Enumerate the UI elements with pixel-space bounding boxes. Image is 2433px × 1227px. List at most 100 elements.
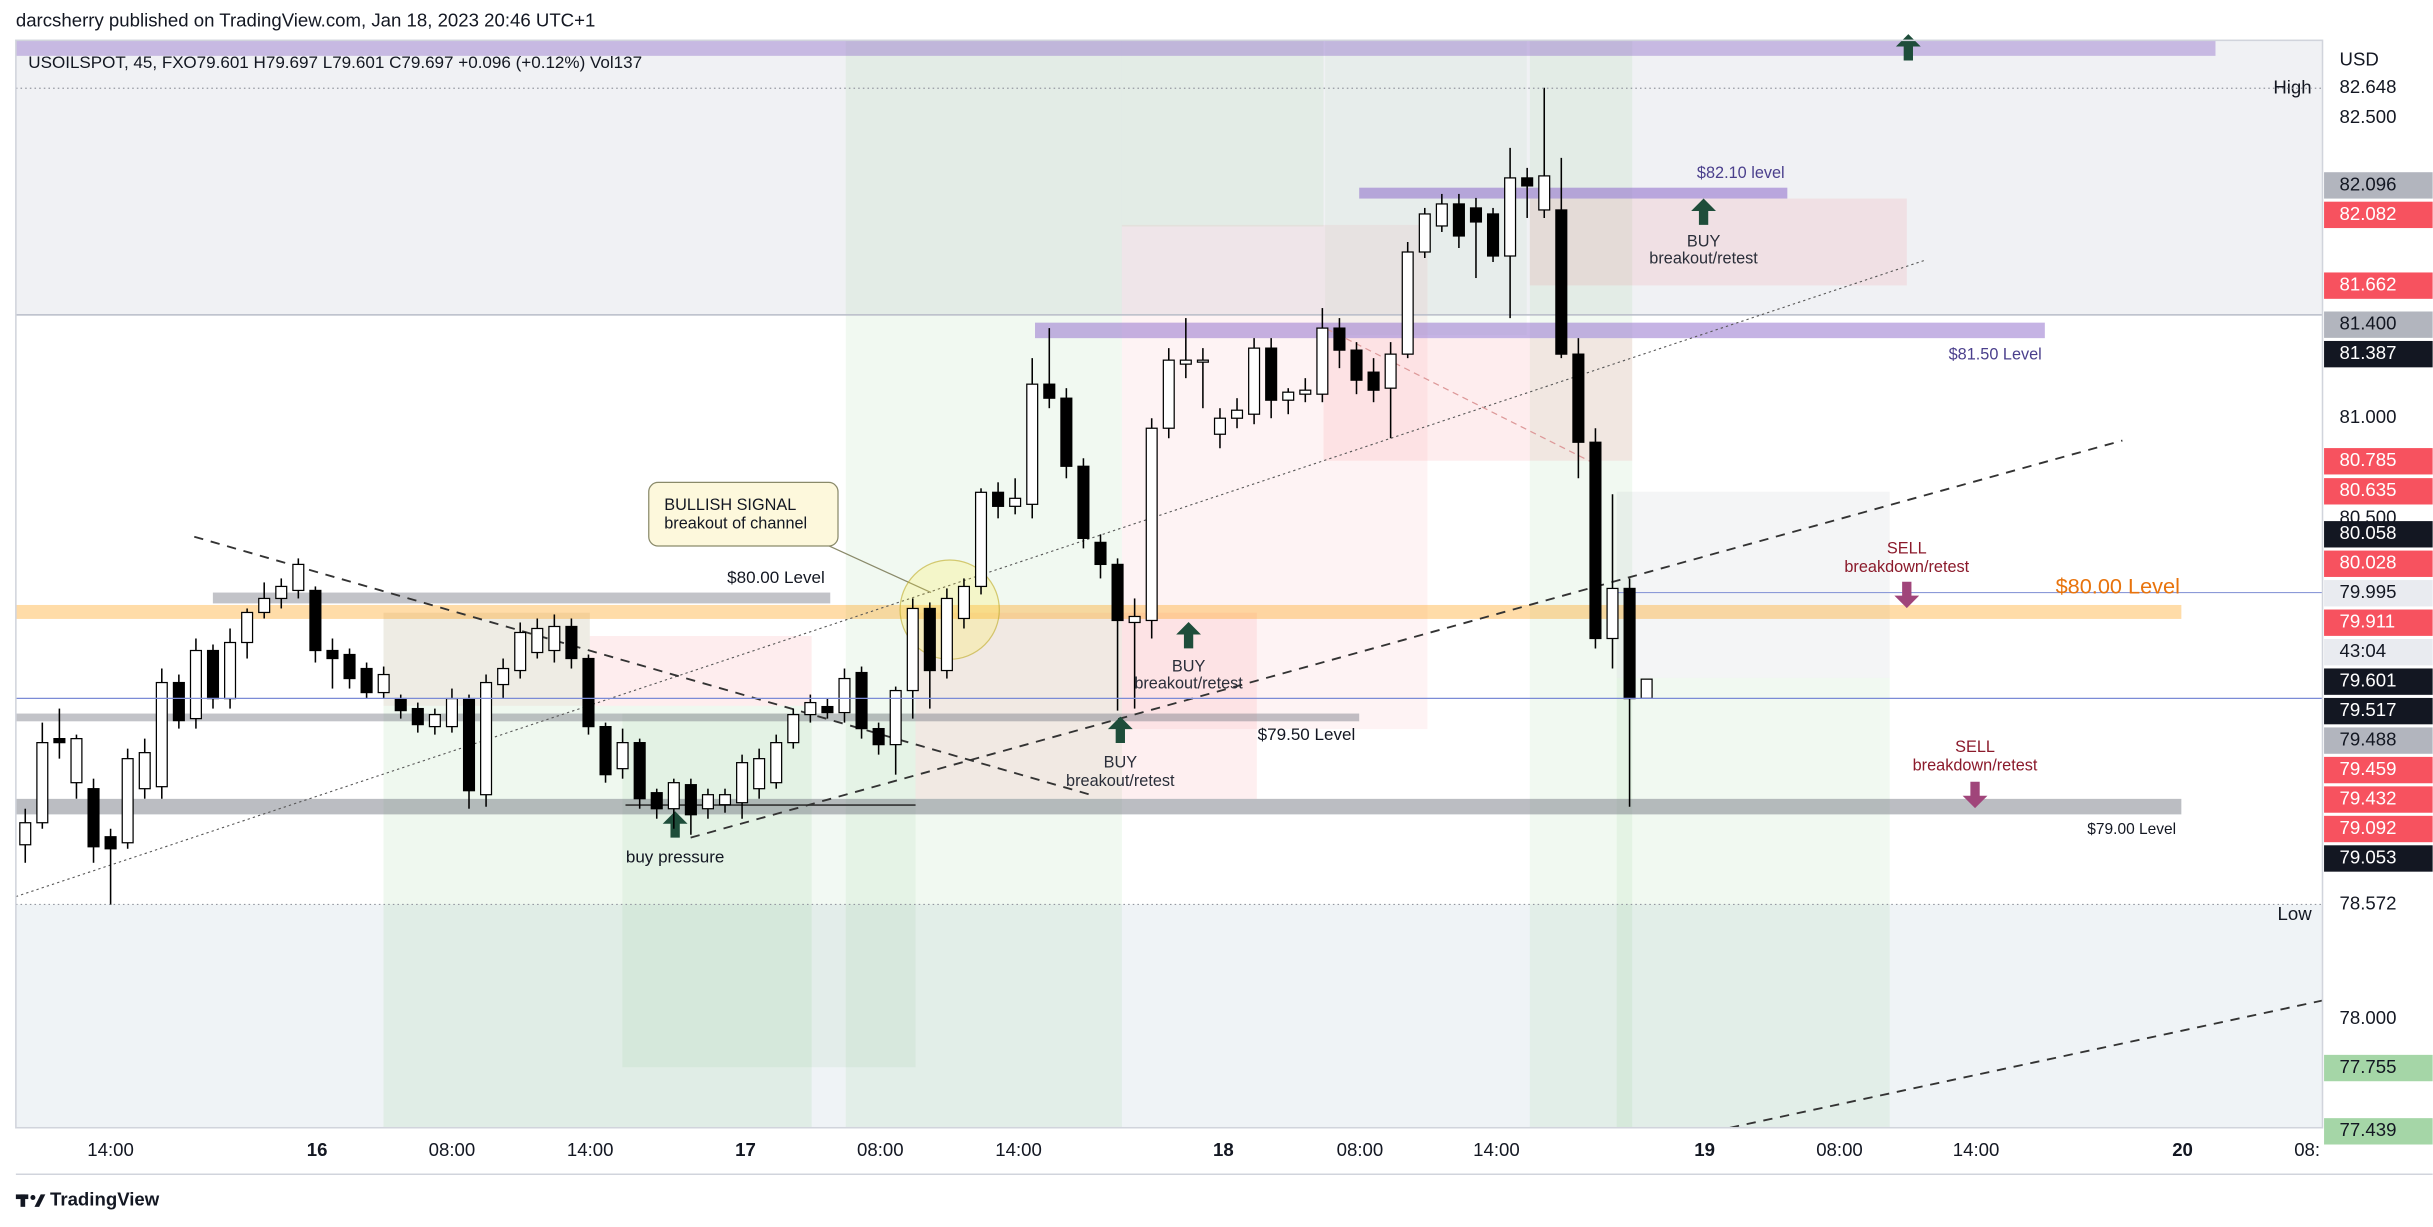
price-tag-label: 79.488 — [2340, 729, 2397, 750]
price-tag — [2324, 697, 2433, 725]
x-tick-label: 18 — [1213, 1139, 1234, 1160]
candle-body — [360, 667, 373, 694]
candle-body — [275, 585, 288, 600]
candle-body — [616, 742, 629, 770]
x-tick-label: 14:00 — [1473, 1139, 1520, 1160]
price-tag — [2324, 668, 2433, 695]
candle-body — [224, 641, 237, 700]
plot-frame — [15, 39, 2324, 1129]
candle-body — [906, 607, 919, 692]
candle-body — [1367, 371, 1380, 391]
candle-body — [684, 784, 697, 816]
annotation: breakout/retest — [1649, 249, 1758, 267]
y-tick-label: 81.000 — [2340, 406, 2397, 427]
zone — [1529, 40, 1633, 1128]
price-tag-label: 79.432 — [2340, 787, 2397, 808]
trend-line — [194, 535, 1095, 797]
zone — [1616, 677, 1890, 1128]
price-tag — [2324, 201, 2433, 229]
trend-line — [690, 439, 2123, 839]
trend-line — [1326, 328, 1599, 466]
annotation: SELL — [1887, 539, 1927, 557]
x-tick-label: 16 — [307, 1139, 328, 1160]
candle-body — [1111, 563, 1124, 622]
callout-box — [648, 481, 839, 547]
zone — [589, 635, 812, 706]
price-tag — [2324, 815, 2433, 843]
candle-body — [1350, 349, 1363, 381]
price-tag-label: 43:04 — [2340, 640, 2387, 661]
candle-body — [394, 697, 407, 712]
price-tag-label: 80.058 — [2340, 522, 2397, 543]
price-tag-label: 81.400 — [2340, 313, 2397, 334]
price-tag-label: 77.755 — [2340, 1056, 2397, 1077]
y-tick-label: 82.500 — [2340, 106, 2397, 127]
x-tick-label: 14:00 — [1953, 1139, 2000, 1160]
candle-body — [531, 627, 544, 654]
zone — [15, 604, 2182, 619]
candle-body — [121, 758, 134, 844]
price-tag — [2324, 448, 2433, 475]
zone — [1616, 491, 1890, 678]
candle-body — [1418, 213, 1431, 253]
candle-body — [1555, 209, 1568, 355]
candle-body — [1572, 353, 1585, 443]
candle-body — [1299, 389, 1312, 395]
zone — [1359, 187, 1788, 199]
candle-body — [1333, 327, 1346, 351]
candle-body — [1452, 203, 1465, 237]
x-tick-label: 08:00 — [1337, 1139, 1384, 1160]
candle-body — [1486, 213, 1500, 257]
x-tick-label: 20 — [2172, 1139, 2193, 1160]
candle-body — [445, 697, 458, 728]
candle-body — [667, 782, 680, 810]
price-tag-label: 80.785 — [2340, 449, 2397, 470]
annotation: $79.50 Level — [1258, 725, 1356, 744]
annotation: $79.00 Level — [2087, 821, 2176, 838]
x-tick-label: 08: — [2294, 1139, 2320, 1160]
candle-body — [599, 725, 612, 776]
price-tag-label: 79.601 — [2340, 670, 2397, 691]
price-tag-label: 82.082 — [2340, 203, 2397, 224]
candle-body — [1248, 347, 1261, 415]
price-tag-label: 81.387 — [2340, 342, 2397, 363]
buy-arrow — [1107, 716, 1133, 744]
candle-body — [1606, 587, 1619, 640]
candle-body — [1384, 353, 1397, 389]
logo-part — [20, 1194, 26, 1207]
price-tag-label: 80.028 — [2340, 552, 2397, 573]
candle-body — [1282, 391, 1295, 401]
candle-body — [1179, 359, 1192, 365]
logo-part — [34, 1194, 46, 1207]
candle-body — [1094, 541, 1107, 566]
price-tag — [2324, 1054, 2433, 1082]
candle-body — [428, 713, 441, 728]
annotation: breakout/retest — [1066, 772, 1175, 790]
zone — [15, 713, 1360, 722]
annotation: buy pressure — [626, 847, 725, 866]
zone — [1121, 40, 1324, 227]
trend-line — [822, 542, 932, 594]
candle-body — [104, 836, 117, 850]
candle-body — [480, 681, 493, 796]
candle-body — [1538, 175, 1551, 211]
candle-body — [206, 649, 220, 700]
candle-body — [138, 752, 151, 790]
candle-body — [1469, 207, 1483, 223]
price-tag-label: 79.995 — [2340, 581, 2397, 602]
price-tag-label: 82.648 — [2340, 76, 2397, 97]
candle-body — [770, 742, 783, 784]
candle-body — [838, 677, 851, 714]
candle-body — [189, 649, 202, 720]
price-tag — [2324, 609, 2433, 636]
candle-body — [1504, 177, 1517, 257]
candle-body — [633, 742, 646, 800]
candle-body — [1265, 347, 1278, 401]
x-tick-label: 14:00 — [87, 1139, 134, 1160]
candle-body — [1128, 615, 1141, 624]
candle-body — [804, 701, 817, 716]
candle-body — [377, 673, 390, 694]
price-tag — [2324, 340, 2433, 368]
candle-body — [411, 707, 424, 726]
zone — [1035, 322, 2045, 339]
